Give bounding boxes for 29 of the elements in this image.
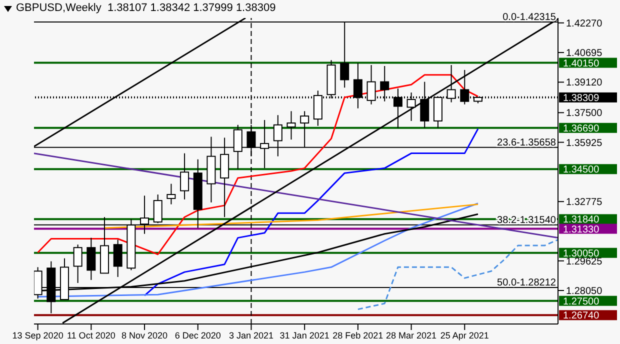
y-tick-label: 1.40695 (566, 48, 603, 60)
x-tick-label: 3 Jan 2021 (228, 330, 274, 340)
annotation: 50.0-1.28212 (497, 277, 556, 288)
ref-line-label: 1.34500 (563, 164, 600, 176)
x-tick-label: 13 Sep 2020 (12, 330, 64, 340)
x-tick-label: 28 Feb 2021 (332, 330, 384, 340)
ref-line-label: 1.36690 (563, 123, 600, 134)
x-tick-label: 25 Apr 2021 (440, 330, 489, 340)
y-tick-label: 1.32775 (566, 197, 603, 208)
x-tick-label: 11 Oct 2020 (66, 330, 116, 340)
annotation: 0.0-1.42315 (502, 12, 556, 24)
annotation: 23.6-1.35658 (497, 137, 556, 148)
ref-line-label: 1.31840 (563, 214, 600, 226)
y-tick-label: 1.29625 (566, 256, 603, 268)
x-tick-label: 28 Mar 2021 (386, 330, 437, 340)
y-tick-label: 1.28050 (566, 286, 603, 298)
ref-line-label: 1.31330 (563, 224, 600, 236)
x-tick-label: 6 Dec 2020 (174, 330, 221, 340)
ref-line-label: 1.38309 (563, 92, 600, 104)
ref-line-label: 1.26740 (563, 310, 600, 322)
y-tick-label: 1.35925 (566, 138, 603, 149)
x-tick-label: 8 Nov 2020 (121, 330, 168, 340)
y-tick-label: 1.39120 (566, 78, 603, 89)
chart-title: GBPUSD,Weekly 1.38107 1.38342 1.37999 1.38309 (16, 2, 276, 14)
ref-line-label: 1.40150 (563, 58, 600, 70)
x-tick-label: 31 Jan 2021 (280, 330, 330, 340)
y-tick-label: 1.37500 (566, 108, 603, 120)
y-tick-label: 1.42270 (566, 18, 603, 30)
ref-line-label: 1.27500 (563, 296, 600, 308)
